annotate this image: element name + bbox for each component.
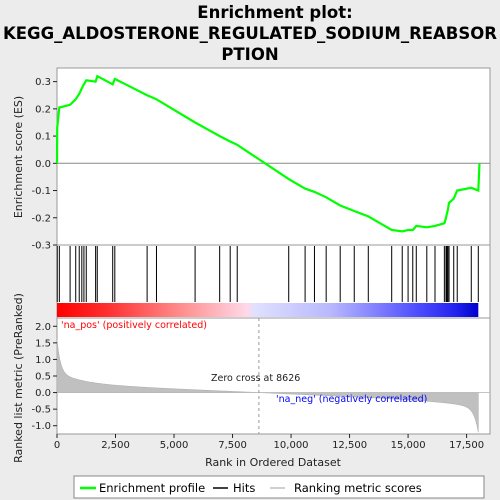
es-tick-label: -0.3 <box>31 241 51 252</box>
rank-color-bar <box>57 303 479 317</box>
neg-label: 'na_neg' (negatively correlated) <box>276 394 427 405</box>
metric-tick-label: 1.5 <box>35 338 51 349</box>
es-tick-label: 0.1 <box>35 132 51 143</box>
es-panel <box>56 67 491 246</box>
ranking-metric-area <box>56 339 479 433</box>
hits-group <box>56 246 479 302</box>
es-tick-label: -0.1 <box>31 186 51 197</box>
legend-box <box>73 475 485 499</box>
metric-y-axis-label: Ranked list metric (PreRanked) <box>12 293 25 463</box>
metric-tick-label: 0.0 <box>35 388 51 399</box>
metric-tick-label: -1.0 <box>31 421 51 432</box>
x-tick-label: 5,000 <box>160 440 189 451</box>
es-axis-ticks: -0.3 -0.2 -0.1 0.0 0.1 0.2 0.3 <box>31 77 57 252</box>
zero-cross-label: Zero cross at 8626 <box>211 373 300 384</box>
metric-tick-label: 1.0 <box>35 355 51 366</box>
es-tick-label: 0.3 <box>35 77 51 88</box>
metric-axis-ticks: -1.0 -0.5 0.0 0.5 1.0 1.5 2.0 <box>31 322 57 432</box>
es-tick-label: 0.0 <box>35 159 51 170</box>
es-tick-label: 0.2 <box>35 104 51 115</box>
x-tick-label: 12,500 <box>332 440 367 451</box>
pos-label: 'na_pos' (positively correlated) <box>61 320 207 331</box>
enrichment-profile-line <box>55 74 481 233</box>
metric-tick-label: -0.5 <box>31 405 51 416</box>
es-tick-label: -0.2 <box>31 213 51 224</box>
legend-enrichment-label: Enrichment profile <box>99 481 205 495</box>
title-line-3: PTION <box>221 45 278 64</box>
x-tick-label: 2,500 <box>101 440 130 451</box>
x-tick-label: 15,000 <box>391 440 426 451</box>
x-tick-label: 7,500 <box>218 440 247 451</box>
legend-hits-label: Hits <box>233 481 255 495</box>
x-tick-label: 17,500 <box>449 440 484 451</box>
es-y-axis-label: Enrichment score (ES) <box>12 96 25 218</box>
metric-group <box>56 318 490 434</box>
metric-tick-label: 0.5 <box>35 372 51 383</box>
x-axis-ticks: 0 2,500 5,000 7,500 10,000 12,500 15,000 17,500 <box>54 434 484 451</box>
x-tick-label: 0 <box>54 440 60 451</box>
x-tick-label: 10,000 <box>274 440 309 451</box>
metric-tick-label: 2.0 <box>35 322 51 333</box>
title-line-1: Enrichment plot: <box>197 3 352 22</box>
x-axis-label: Rank in Ordered Dataset <box>205 456 342 469</box>
title-line-2: KEGG_ALDOSTERONE_REGULATED_SODIUM_REABSO… <box>3 24 497 43</box>
metric-panel <box>56 317 491 435</box>
legend-metric-label: Ranking metric scores <box>294 481 422 495</box>
